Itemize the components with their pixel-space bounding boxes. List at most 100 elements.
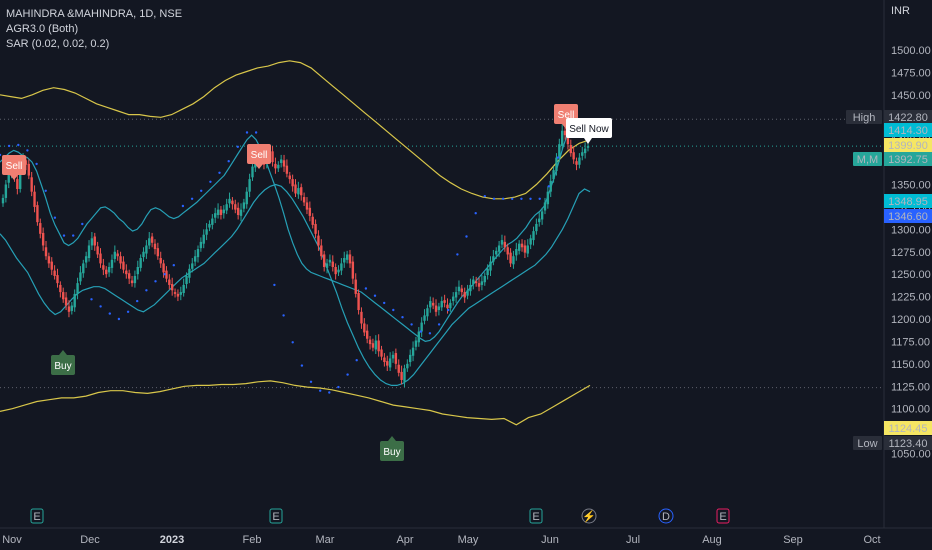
sar-dot xyxy=(328,391,331,394)
signal-label: Buy xyxy=(383,447,400,458)
price-tag-value: 1124.45 xyxy=(889,423,928,435)
candle-body xyxy=(130,280,134,284)
candle-body xyxy=(423,315,426,321)
candle-body xyxy=(185,275,188,285)
candle-body xyxy=(434,305,438,312)
earnings-icon[interactable] xyxy=(529,508,543,524)
candle-body xyxy=(440,301,443,308)
candle-body xyxy=(7,173,10,183)
buy-signal[interactable]: Buy xyxy=(51,350,75,375)
sar-dot xyxy=(17,143,20,147)
x-tick-label: Dec xyxy=(80,534,100,546)
x-tick-label: May xyxy=(458,534,479,546)
candle-body xyxy=(64,297,68,306)
earnings-icon[interactable] xyxy=(716,508,730,524)
candle-body xyxy=(162,263,165,273)
x-tick-label: 2023 xyxy=(160,534,184,546)
sar-dot xyxy=(81,222,84,226)
candle-body xyxy=(411,347,415,356)
sell-now-callout[interactable]: Sell Now xyxy=(566,118,612,144)
candle-body xyxy=(500,240,504,245)
candle-body xyxy=(27,163,31,176)
sar-dot xyxy=(492,197,496,200)
sar-dot xyxy=(419,330,422,333)
y-tick-label: 1450.00 xyxy=(891,90,931,102)
earnings-icon[interactable] xyxy=(30,508,44,524)
price-tag-value: 1414.30 xyxy=(888,125,928,137)
signal-label: Buy xyxy=(54,361,71,372)
candle-body xyxy=(314,223,317,234)
indicator-agr[interactable]: AGR3.0 (Both) xyxy=(6,23,79,35)
sar-dot xyxy=(273,283,276,287)
candle-body xyxy=(173,292,177,294)
y-tick-label: 1175.00 xyxy=(891,336,930,348)
indicator-sar[interactable]: SAR (0.02, 0.02, 0.2) xyxy=(6,38,110,50)
candle-body xyxy=(59,284,62,293)
y-tick-label: 1050.00 xyxy=(891,449,931,461)
earnings-icon[interactable] xyxy=(269,508,283,524)
candle-body xyxy=(136,266,139,275)
sar-dot xyxy=(501,197,505,200)
candle-body xyxy=(150,236,154,243)
candle-body xyxy=(325,263,329,268)
candle-body xyxy=(426,308,429,317)
candle-body xyxy=(305,202,309,210)
candle-body xyxy=(420,322,423,332)
price-tag-value: 1346.60 xyxy=(888,211,928,223)
sar-dot xyxy=(511,197,514,200)
sell-signal[interactable]: Sell xyxy=(2,155,26,180)
price-tag-name-box xyxy=(846,110,882,124)
candle-body xyxy=(16,179,19,189)
sell-now-pointer xyxy=(584,138,592,144)
sar-dot xyxy=(62,234,66,237)
buy-signal[interactable]: Buy xyxy=(380,436,404,461)
sar-dot xyxy=(383,301,386,305)
price-tag-name: High xyxy=(853,112,876,124)
signal-pointer xyxy=(255,164,263,169)
candle-body xyxy=(489,261,492,271)
candle-body xyxy=(311,216,314,225)
price-tag-box xyxy=(884,194,932,208)
candle-body xyxy=(291,179,294,187)
candle-body xyxy=(142,251,145,258)
candle-body xyxy=(139,258,142,268)
candle-body xyxy=(397,364,400,373)
signal-pointer xyxy=(10,175,18,180)
candle-body xyxy=(300,187,303,196)
candle-body xyxy=(520,243,524,248)
candle-body xyxy=(555,157,558,172)
candle-body xyxy=(517,243,521,251)
candle-body xyxy=(563,130,567,136)
candle-body xyxy=(277,164,280,169)
candle-body xyxy=(228,198,231,204)
sar-dot xyxy=(355,359,358,362)
candle-body xyxy=(575,161,578,165)
sar-dot xyxy=(254,131,258,134)
candle-body xyxy=(483,275,486,283)
sell-signal[interactable]: Sell xyxy=(247,144,271,169)
price-tag-name-box xyxy=(853,152,882,166)
price-tag-value: 1399.90 xyxy=(888,140,928,152)
sar-dot xyxy=(181,204,185,208)
candle-body xyxy=(36,205,39,223)
candle-body xyxy=(127,273,131,279)
candle-body xyxy=(472,279,475,285)
y-tick-label: 1475.00 xyxy=(891,67,931,79)
candle-body xyxy=(133,275,137,284)
price-tag-box xyxy=(884,152,932,166)
split-icon[interactable] xyxy=(581,508,597,524)
sar-dot xyxy=(200,189,203,192)
dividend-icon[interactable] xyxy=(658,508,674,524)
y-tick-label: 1225.00 xyxy=(891,292,931,304)
sar-dot xyxy=(218,171,221,174)
y-tick-label: 1300.00 xyxy=(891,224,931,236)
sar-dot xyxy=(245,131,249,134)
candle-body xyxy=(231,200,234,205)
candle-body xyxy=(53,270,56,276)
symbol-title[interactable]: MAHINDRA &MAHINDRA, 1D, NSE xyxy=(6,8,183,20)
candle-body xyxy=(159,258,162,264)
candle-body xyxy=(380,349,383,357)
candle-body xyxy=(193,256,197,262)
candle-body xyxy=(294,184,297,194)
